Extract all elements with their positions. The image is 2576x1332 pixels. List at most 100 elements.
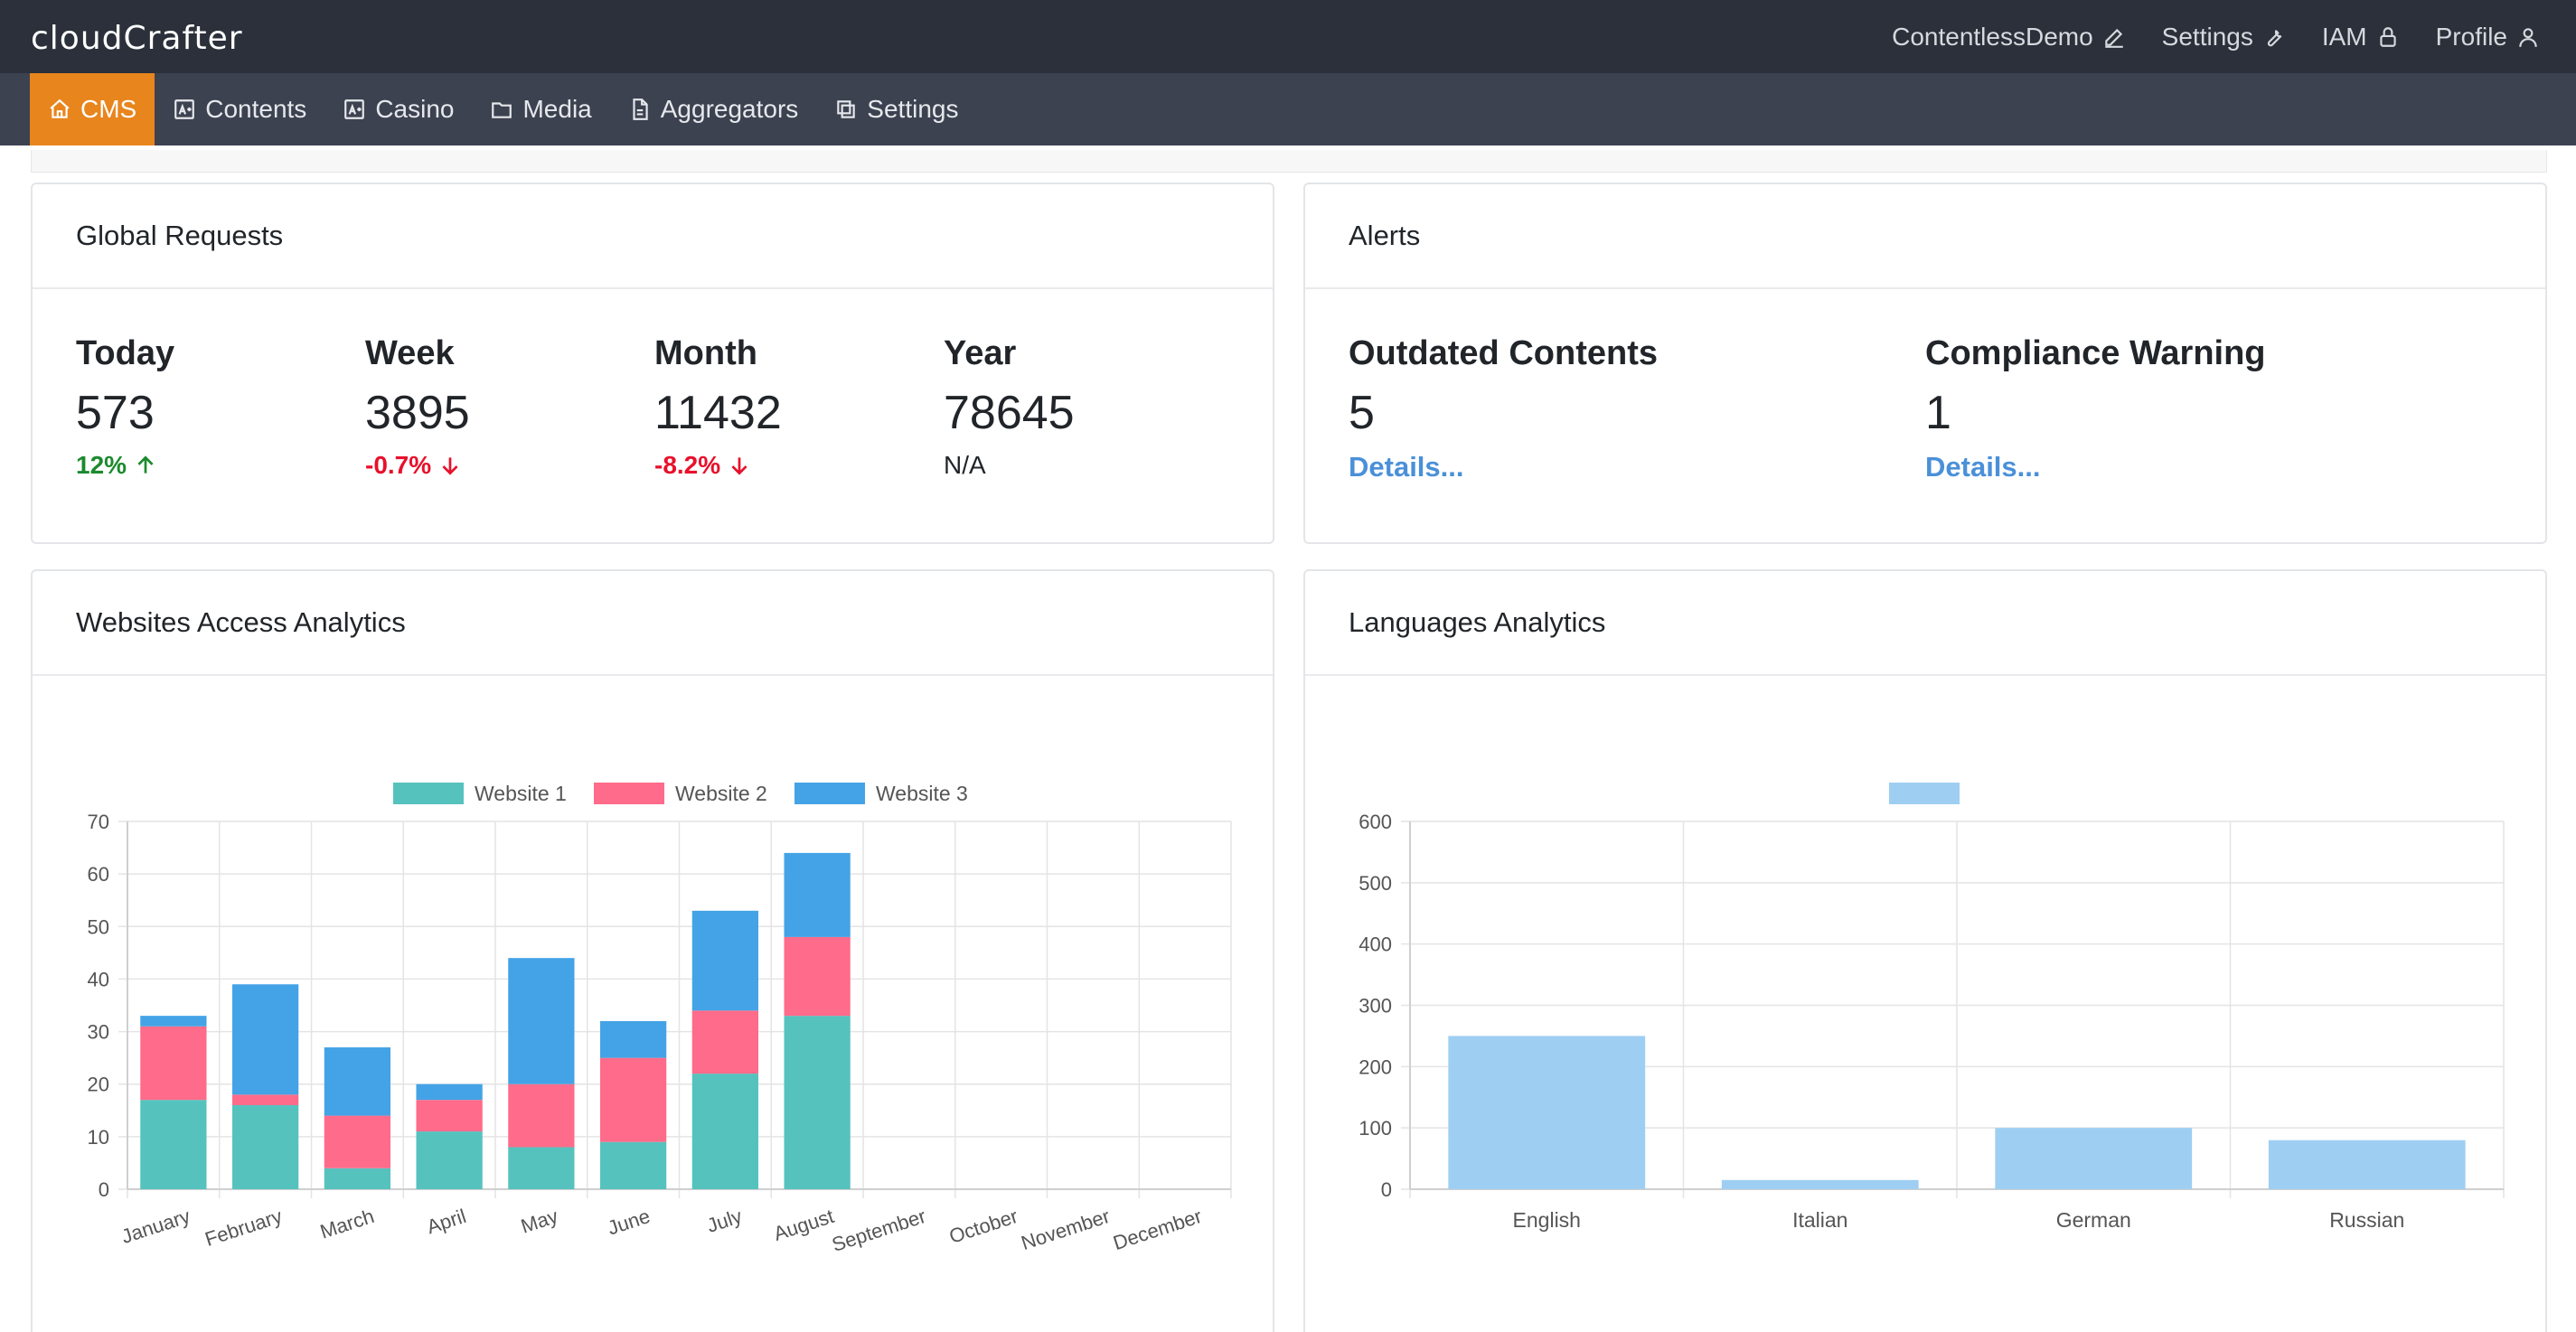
alert-outdated-contents: Outdated Contents 5 Details... bbox=[1349, 334, 1658, 483]
bar bbox=[140, 1100, 207, 1189]
stat-change-value: N/A bbox=[944, 451, 986, 479]
bar bbox=[508, 1083, 575, 1148]
menu-item-casino[interactable]: Casino bbox=[324, 73, 472, 145]
y-tick-label: 500 bbox=[1359, 872, 1392, 895]
x-tick-label: January bbox=[118, 1205, 193, 1248]
menu-item-contents[interactable]: Contents bbox=[155, 73, 324, 145]
lock-icon bbox=[2379, 26, 2396, 47]
y-tick-label: 10 bbox=[88, 1126, 109, 1149]
stat-value: 78645 bbox=[944, 387, 1075, 439]
stat-change-value: -0.7% bbox=[365, 451, 432, 479]
y-tick-label: 600 bbox=[1359, 811, 1392, 833]
copy-icon bbox=[837, 100, 856, 118]
bar bbox=[1995, 1128, 2193, 1189]
bar bbox=[599, 1057, 667, 1142]
menu-item-cms[interactable]: CMS bbox=[30, 73, 155, 145]
stat-change: -0.7% bbox=[365, 451, 470, 480]
casino-icon bbox=[344, 99, 365, 119]
stat-value: 573 bbox=[76, 387, 155, 439]
stat-change-value: 12% bbox=[76, 451, 127, 479]
bar bbox=[416, 1100, 483, 1132]
x-tick-label: March bbox=[317, 1205, 377, 1243]
y-tick-label: 300 bbox=[1359, 995, 1392, 1018]
legend-swatch bbox=[594, 783, 664, 804]
websites-analytics-card: Websites Access Analytics 0 10 20 30 40 50 60 7… bbox=[31, 569, 1274, 1332]
menu-item-media[interactable]: Media bbox=[472, 73, 609, 145]
legend-label: Website 1 bbox=[475, 782, 567, 805]
x-tick-label: April bbox=[424, 1205, 469, 1238]
legend-swatch bbox=[393, 783, 464, 804]
folder-icon bbox=[492, 102, 512, 118]
arrow-down-icon bbox=[731, 457, 747, 475]
main-menu: CMS Contents Casino Media Aggregators Se… bbox=[30, 73, 976, 145]
y-tick-label: 200 bbox=[1359, 1055, 1392, 1078]
topnav-contentlessdemo[interactable]: ContentlessDemo bbox=[1892, 23, 2126, 52]
alert-label: Outdated Contents bbox=[1349, 334, 1658, 372]
home-icon bbox=[50, 98, 70, 118]
details-link[interactable]: Details... bbox=[1925, 451, 2041, 483]
alert-value: 5 bbox=[1349, 387, 1375, 439]
bar bbox=[784, 936, 851, 1017]
stat-month: Month 11432 -8.2% bbox=[654, 334, 782, 480]
stat-today: Today 573 12% bbox=[76, 334, 174, 480]
menu-item-media-label: Media bbox=[522, 95, 592, 123]
bar bbox=[140, 1026, 207, 1101]
arrow-down-icon bbox=[442, 457, 458, 475]
menu-item-cms-label: CMS bbox=[80, 95, 137, 123]
menu-item-settings[interactable]: Settings bbox=[816, 73, 976, 145]
bar bbox=[416, 1083, 483, 1101]
languages-chart: 0 100 200 300 400 500 600 English Italian German R… bbox=[1359, 783, 2505, 1232]
details-link[interactable]: Details... bbox=[1349, 451, 1464, 483]
x-tick-label: November bbox=[1019, 1205, 1113, 1254]
x-tick-label: August bbox=[771, 1205, 837, 1245]
x-tick-label: May bbox=[518, 1205, 560, 1238]
legend-swatch bbox=[794, 783, 865, 804]
file-icon bbox=[633, 98, 648, 120]
menu-item-contents-label: Contents bbox=[205, 95, 307, 123]
wrench-icon bbox=[2267, 29, 2282, 46]
bar bbox=[231, 1104, 299, 1189]
bar bbox=[416, 1131, 483, 1189]
card-title: Languages Analytics bbox=[1305, 571, 2545, 676]
user-icon bbox=[2519, 27, 2537, 47]
bar bbox=[1448, 1036, 1646, 1189]
stat-label: Today bbox=[76, 334, 175, 372]
bar bbox=[231, 1094, 299, 1105]
languages-analytics-card: Languages Analytics 0 100 200 300 400 500 600 E… bbox=[1303, 569, 2547, 1332]
y-tick-label: 0 bbox=[1381, 1178, 1392, 1201]
app-logo[interactable]: cloudCrafter bbox=[31, 20, 243, 57]
topnav-settings-label: Settings bbox=[2161, 22, 2253, 51]
stat-value: 11432 bbox=[654, 387, 782, 439]
x-tick-label: June bbox=[605, 1205, 653, 1240]
bar bbox=[599, 1141, 667, 1189]
alerts-card: Alerts Outdated Contents 5 Details... Co… bbox=[1303, 183, 2547, 544]
stat-label: Week bbox=[365, 334, 455, 372]
bar bbox=[691, 1074, 759, 1189]
topnav-iam[interactable]: IAM bbox=[2322, 23, 2400, 52]
bar bbox=[508, 958, 575, 1084]
bar bbox=[508, 1147, 575, 1189]
stat-change: 12% bbox=[76, 451, 174, 480]
y-tick-label: 50 bbox=[88, 915, 109, 938]
bar bbox=[2268, 1140, 2466, 1189]
websites-chart: 0 10 20 30 40 50 60 70 January February March April… bbox=[88, 782, 1232, 1256]
y-tick-label: 400 bbox=[1359, 933, 1392, 956]
topnav-profile[interactable]: Profile bbox=[2436, 23, 2540, 52]
menu-item-casino-label: Casino bbox=[375, 95, 455, 123]
bar bbox=[231, 984, 299, 1095]
topnav-contentlessdemo-label: ContentlessDemo bbox=[1892, 22, 2093, 51]
topnav-settings[interactable]: Settings bbox=[2162, 23, 2286, 52]
bar bbox=[324, 1115, 391, 1168]
alert-label: Compliance Warning bbox=[1925, 334, 2266, 372]
y-tick-label: 30 bbox=[88, 1021, 109, 1044]
alert-value: 1 bbox=[1925, 387, 1951, 439]
stat-label: Year bbox=[944, 334, 1017, 372]
top-bar: cloudCrafter ContentlessDemo Settings IA… bbox=[0, 0, 2576, 73]
legend-label: Website 2 bbox=[675, 782, 767, 805]
card-title: Websites Access Analytics bbox=[33, 571, 1273, 676]
content-icon bbox=[174, 99, 195, 119]
alert-compliance-warning: Compliance Warning 1 Details... bbox=[1925, 334, 2266, 483]
legend-label: Website 3 bbox=[876, 782, 968, 805]
bar bbox=[140, 1016, 207, 1027]
menu-item-aggregators[interactable]: Aggregators bbox=[610, 73, 817, 145]
